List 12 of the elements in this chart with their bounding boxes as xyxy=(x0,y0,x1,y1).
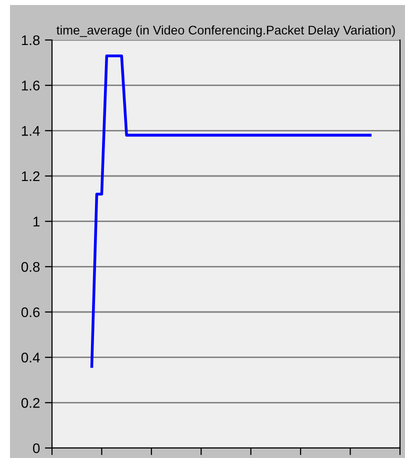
y-tick-label: 0.2 xyxy=(21,398,40,408)
y-tick-label: 1.2 xyxy=(22,171,40,182)
y-tick-label: 0.6 xyxy=(21,307,40,318)
y-tick-label: 1 xyxy=(34,216,40,226)
y-tick-label: 1.6 xyxy=(22,80,40,91)
y-tick-label: 1.4 xyxy=(22,126,40,136)
y-tick-label: 1.8 xyxy=(22,35,40,46)
y-tick-label: 0.4 xyxy=(21,352,40,363)
chart-title: time_average (in Video Conferencing.Packet Delay Variation) xyxy=(56,25,395,38)
line-series xyxy=(90,54,372,368)
y-tick-label: 0 xyxy=(33,443,40,454)
y-tick-label: 0.8 xyxy=(21,262,40,272)
